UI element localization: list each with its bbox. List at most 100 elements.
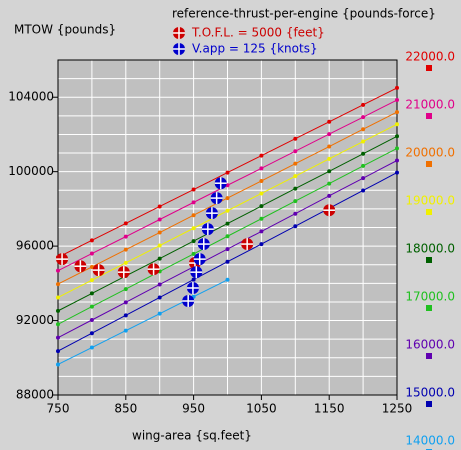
data-point: [225, 196, 230, 201]
legend-swatch: [426, 113, 432, 119]
data-point: [327, 156, 332, 161]
legend-swatch: [426, 65, 432, 71]
data-point: [327, 132, 332, 137]
legend-title: reference-thrust-per-engine {pounds-forc…: [172, 7, 436, 21]
data-point: [259, 216, 264, 221]
data-point: [157, 217, 162, 222]
data-point: [56, 268, 60, 273]
y-tick-label: 88000: [16, 388, 54, 402]
y-tick-label: 100000: [8, 164, 54, 178]
data-point: [293, 174, 298, 179]
data-point: [225, 247, 230, 252]
marker: [92, 264, 105, 277]
data-point: [89, 251, 94, 256]
data-point: [361, 139, 366, 144]
data-point: [225, 259, 230, 264]
legend-swatch: [426, 353, 432, 359]
data-point: [157, 230, 162, 235]
data-point: [361, 151, 366, 156]
marker: [74, 260, 87, 273]
x-tick-label: 1050: [246, 402, 277, 416]
legend-label: 20000.0: [405, 146, 455, 160]
data-point: [157, 256, 162, 261]
y-tick-label: 104000: [8, 90, 54, 104]
x-tick-label: 750: [47, 402, 70, 416]
data-point: [225, 277, 230, 282]
data-point: [123, 221, 128, 226]
legend-swatch: [426, 209, 432, 215]
legend-swatch: [426, 401, 432, 407]
data-point: [56, 308, 60, 313]
data-point: [191, 200, 196, 205]
marker: [186, 281, 199, 294]
legend-swatch: [426, 305, 432, 311]
legend-swatch: [426, 161, 432, 167]
legend-label: 17000.0: [405, 290, 455, 304]
x-tick-label: 1150: [314, 402, 345, 416]
data-point: [259, 153, 264, 158]
data-point: [56, 349, 60, 354]
data-point: [225, 170, 230, 175]
data-point: [327, 119, 332, 124]
data-point: [225, 208, 230, 213]
data-point: [293, 161, 298, 166]
data-point: [56, 295, 60, 300]
legend-label: 18000.0: [405, 242, 455, 256]
data-point: [395, 110, 399, 115]
marker: [197, 238, 210, 251]
data-point: [157, 295, 162, 300]
marker: [190, 266, 203, 279]
legend-label: 21000.0: [405, 98, 455, 112]
y-axis-label: MTOW {pounds}: [14, 23, 116, 37]
data-point: [327, 169, 332, 174]
data-point: [361, 163, 366, 168]
data-point: [89, 331, 94, 336]
data-point: [259, 204, 264, 209]
data-point: [89, 345, 94, 350]
plot-frame: [57, 59, 398, 396]
data-point: [56, 322, 60, 327]
x-tick-label: 1250: [382, 402, 413, 416]
data-point: [327, 193, 332, 198]
data-point: [395, 134, 399, 139]
legend-label: T.O.F.L. = 5000 {feet}: [191, 26, 325, 40]
data-point: [89, 291, 94, 296]
data-point: [123, 247, 128, 252]
data-point: [191, 277, 196, 282]
data-point: [293, 136, 298, 141]
data-point: [293, 224, 298, 229]
data-point: [327, 144, 332, 149]
legend-label: 19000.0: [405, 194, 455, 208]
data-point: [157, 204, 162, 209]
data-point: [361, 188, 366, 193]
data-point: [259, 229, 264, 234]
data-point: [191, 187, 196, 192]
marker: [323, 204, 336, 217]
legend-label: 16000.0: [405, 338, 455, 352]
data-point: [89, 304, 94, 309]
marker: [182, 295, 195, 308]
x-tick-label: 950: [182, 402, 205, 416]
series-line: [57, 279, 228, 365]
legend-label: 15000.0: [405, 386, 455, 400]
data-point: [293, 186, 298, 191]
data-point: [56, 282, 60, 287]
data-point: [293, 199, 298, 204]
marker: [214, 177, 227, 190]
legend-icon: [173, 43, 185, 55]
data-point: [259, 191, 264, 196]
marker: [147, 263, 160, 276]
y-tick-label: 92000: [16, 313, 54, 327]
x-axis-label: wing-area {sq.feet}: [132, 429, 252, 443]
data-point: [293, 149, 298, 154]
data-point: [123, 287, 128, 292]
data-point: [259, 166, 264, 171]
data-point: [395, 122, 399, 127]
data-point: [361, 176, 366, 181]
data-point: [123, 328, 128, 333]
data-point: [157, 311, 162, 316]
data-point: [89, 238, 94, 243]
data-point: [89, 278, 94, 283]
data-point: [123, 300, 128, 305]
marker: [201, 223, 214, 236]
